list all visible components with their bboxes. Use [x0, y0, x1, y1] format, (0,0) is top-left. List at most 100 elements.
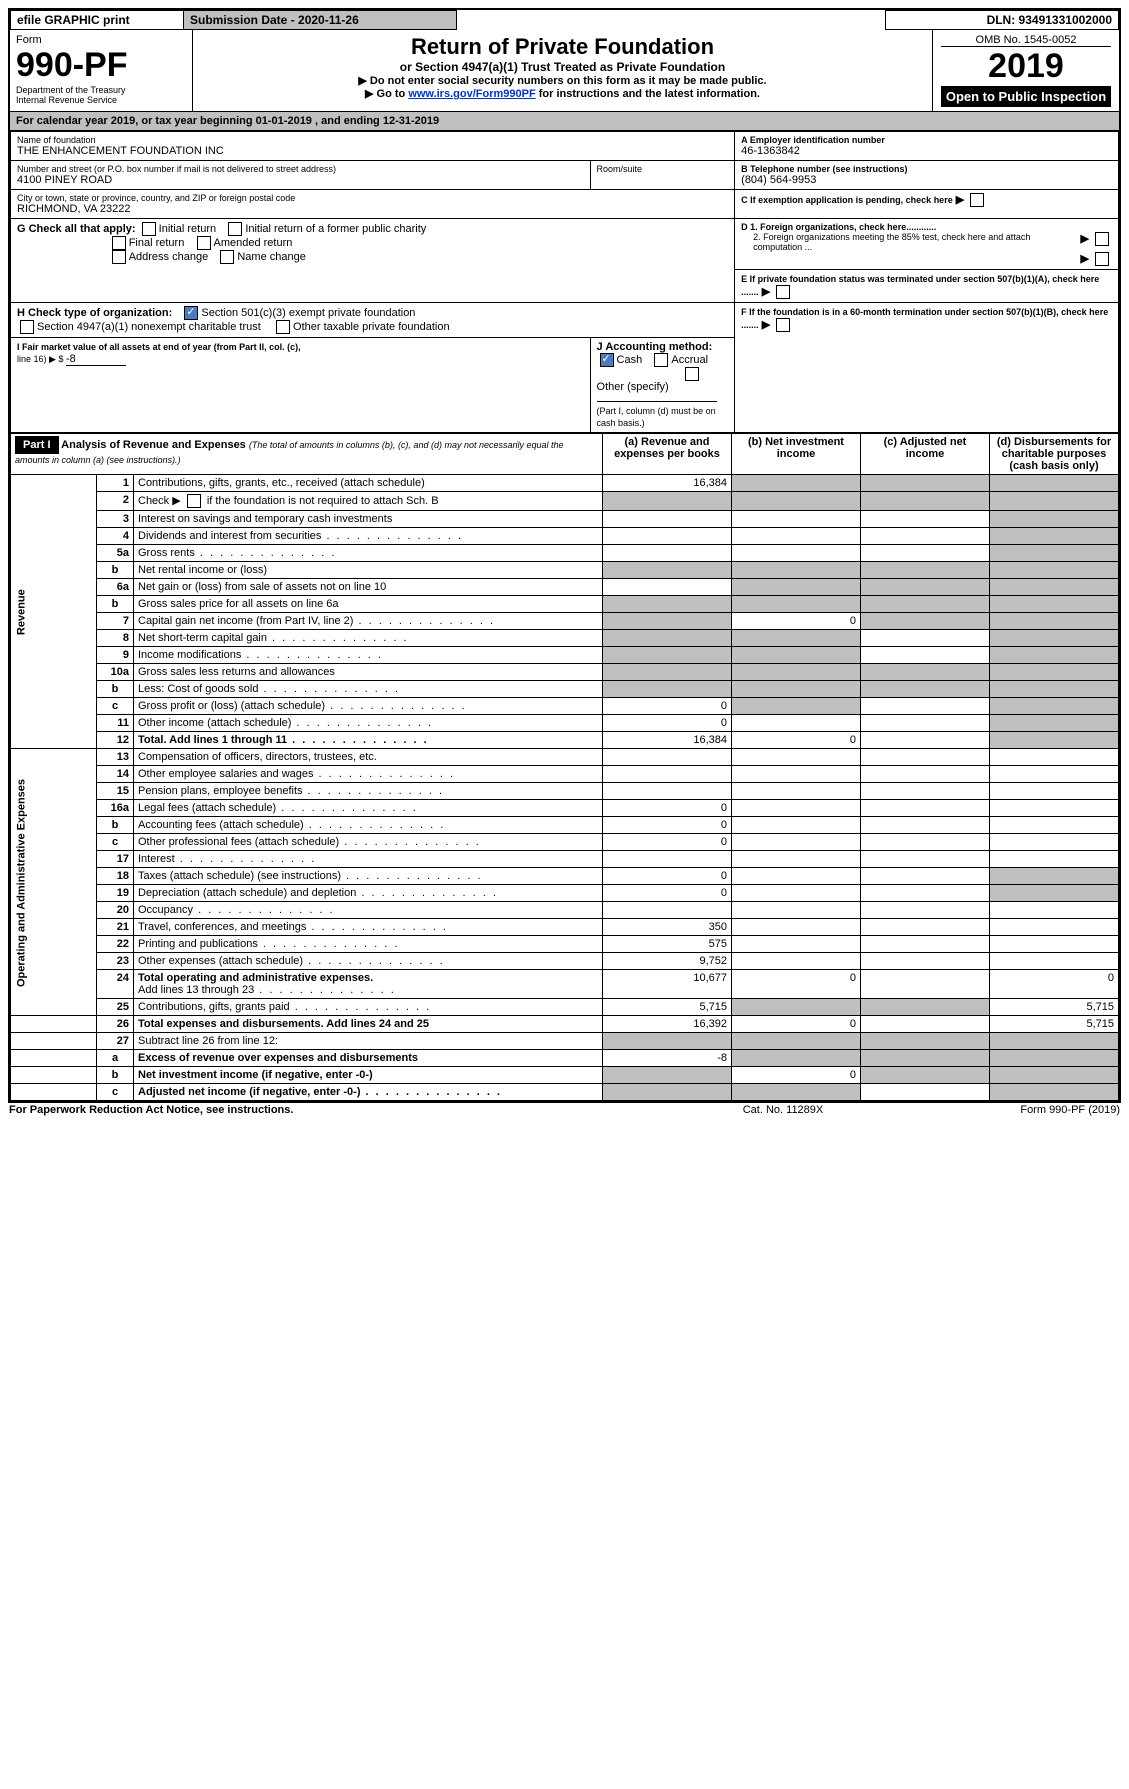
i-label: I Fair market value of all assets at end…	[17, 342, 301, 352]
col-d-hdr: (d) Disbursements for charitable purpose…	[990, 434, 1119, 475]
row-27b: bNet investment income (if negative, ent…	[11, 1067, 1119, 1084]
phone: (804) 564-9953	[741, 174, 1112, 186]
fmv-value: -8	[66, 353, 126, 366]
form-title: Return of Private Foundation	[203, 34, 922, 60]
form-subtitle: or Section 4947(a)(1) Trust Treated as P…	[203, 60, 922, 74]
calendar-year-row: For calendar year 2019, or tax year begi…	[9, 112, 1120, 131]
row-16b: bAccounting fees (attach schedule)0	[11, 817, 1119, 834]
row-14: 14Other employee salaries and wages	[11, 766, 1119, 783]
chk-final[interactable]	[112, 236, 126, 250]
foundation-name: THE ENHANCEMENT FOUNDATION INC	[17, 145, 728, 157]
row-15: 15Pension plans, employee benefits	[11, 783, 1119, 800]
chk-other-taxable[interactable]	[276, 320, 290, 334]
row-22: 22Printing and publications575	[11, 936, 1119, 953]
j-note: (Part I, column (d) must be on cash basi…	[597, 406, 716, 428]
room-label: Room/suite	[597, 164, 729, 174]
row-1: Revenue 1 Contributions, gifts, grants, …	[11, 475, 1119, 492]
ein: 46-1363842	[741, 145, 1112, 157]
dept: Department of the Treasury	[16, 85, 186, 95]
address: 4100 PINEY ROAD	[17, 174, 584, 186]
dln: DLN: 93491331002000	[886, 11, 1119, 30]
form-id-block: Form 990-PF Department of the Treasury I…	[9, 30, 193, 112]
footer: For Paperwork Reduction Act Notice, see …	[8, 1103, 1121, 1117]
revenue-label: Revenue	[11, 475, 97, 749]
chk-initial-former[interactable]	[228, 222, 242, 236]
chk-address[interactable]	[112, 250, 126, 264]
phone-label: B Telephone number (see instructions)	[741, 164, 1112, 174]
chk-501c3[interactable]	[184, 306, 198, 320]
addr-label: Number and street (or P.O. box number if…	[17, 164, 584, 174]
row-6a: 6aNet gain or (loss) from sale of assets…	[11, 579, 1119, 596]
h-label: H Check type of organization:	[17, 307, 172, 319]
row-16c: cOther professional fees (attach schedul…	[11, 834, 1119, 851]
col-b-hdr: (b) Net investment income	[732, 434, 861, 475]
row-12: 12Total. Add lines 1 through 1116,3840	[11, 732, 1119, 749]
e-checkbox[interactable]	[776, 285, 790, 299]
d1-label: D 1. Foreign organizations, check here..…	[741, 222, 1112, 232]
row-24: 24Total operating and administrative exp…	[11, 970, 1119, 999]
row-10a: 10aGross sales less returns and allowanc…	[11, 664, 1119, 681]
omb: OMB No. 1545-0052	[941, 34, 1111, 47]
open-inspection: Open to Public Inspection	[941, 86, 1111, 107]
ein-label: A Employer identification number	[741, 135, 1112, 145]
row-8: 8Net short-term capital gain	[11, 630, 1119, 647]
form-year-block: OMB No. 1545-0052 2019 Open to Public In…	[933, 30, 1121, 112]
city-label: City or town, state or province, country…	[17, 193, 728, 203]
chk-4947[interactable]	[20, 320, 34, 334]
chk-accrual[interactable]	[654, 353, 668, 367]
entity-info: Name of foundation THE ENHANCEMENT FOUND…	[10, 131, 1119, 433]
form-number: 990-PF	[16, 46, 186, 85]
chk-initial[interactable]	[142, 222, 156, 236]
chk-sch-b[interactable]	[187, 494, 201, 508]
chk-cash[interactable]	[600, 353, 614, 367]
d2-checkbox[interactable]	[1095, 252, 1109, 266]
part1-title: Analysis of Revenue and Expenses	[61, 439, 246, 451]
d1-checkbox[interactable]	[1095, 232, 1109, 246]
row-9: 9Income modifications	[11, 647, 1119, 664]
chk-name[interactable]	[220, 250, 234, 264]
col-a-hdr: (a) Revenue and expenses per books	[603, 434, 732, 475]
instr-ssn: ▶ Do not enter social security numbers o…	[203, 74, 922, 87]
submission-date: Submission Date - 2020-11-26	[184, 11, 457, 30]
row-13: Operating and Administrative Expenses 13…	[11, 749, 1119, 766]
f-label: F If the foundation is in a 60-month ter…	[741, 307, 1108, 330]
row-10b: bLess: Cost of goods sold	[11, 681, 1119, 698]
chk-other-method[interactable]	[685, 367, 699, 381]
form-word: Form	[16, 34, 186, 46]
efile-print[interactable]: efile GRAPHIC print	[11, 11, 184, 30]
form-ref: Form 990-PF (2019)	[881, 1103, 1121, 1117]
row-17: 17Interest	[11, 851, 1119, 868]
row-27: 27Subtract line 26 from line 12:	[11, 1033, 1119, 1050]
row-26: 26Total expenses and disbursements. Add …	[11, 1016, 1119, 1033]
row-10c: cGross profit or (loss) (attach schedule…	[11, 698, 1119, 715]
g-label: G Check all that apply:	[17, 223, 136, 235]
row-19: 19Depreciation (attach schedule) and dep…	[11, 885, 1119, 902]
city: RICHMOND, VA 23222	[17, 203, 728, 215]
row-20: 20Occupancy	[11, 902, 1119, 919]
e-label: E If private foundation status was termi…	[741, 274, 1099, 297]
row-27a: aExcess of revenue over expenses and dis…	[11, 1050, 1119, 1067]
irs-link[interactable]: www.irs.gov/Form990PF	[408, 88, 535, 100]
paperwork-notice: For Paperwork Reduction Act Notice, see …	[8, 1103, 685, 1117]
cat-no: Cat. No. 11289X	[685, 1103, 880, 1117]
row-4: 4Dividends and interest from securities	[11, 528, 1119, 545]
row-3: 3Interest on savings and temporary cash …	[11, 511, 1119, 528]
row-5a: 5aGross rents	[11, 545, 1119, 562]
part1-grid: Part I Analysis of Revenue and Expenses …	[10, 433, 1119, 1101]
part1-label: Part I	[15, 436, 59, 454]
row-6b: bGross sales price for all assets on lin…	[11, 596, 1119, 613]
c-checkbox[interactable]	[970, 193, 984, 207]
f-checkbox[interactable]	[776, 318, 790, 332]
expenses-label: Operating and Administrative Expenses	[11, 749, 97, 1016]
row-27c: cAdjusted net income (if negative, enter…	[11, 1084, 1119, 1101]
col-c-hdr: (c) Adjusted net income	[861, 434, 990, 475]
chk-amended[interactable]	[197, 236, 211, 250]
row-5b: bNet rental income or (loss)	[11, 562, 1119, 579]
row-11: 11Other income (attach schedule)0	[11, 715, 1119, 732]
row-16a: 16aLegal fees (attach schedule)0	[11, 800, 1119, 817]
tax-year: 2019	[941, 47, 1111, 86]
tax-year-begin: 01-01-2019	[256, 115, 312, 127]
name-label: Name of foundation	[17, 135, 728, 145]
row-25: 25Contributions, gifts, grants paid5,715…	[11, 999, 1119, 1016]
d2-label: 2. Foreign organizations meeting the 85%…	[741, 232, 1112, 252]
